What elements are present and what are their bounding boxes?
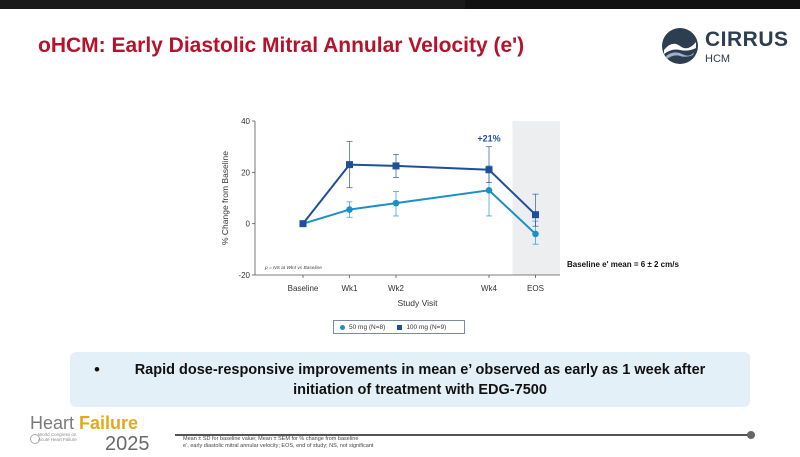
slide-title: oHCM: Early Diastolic Mitral Annular Vel… <box>38 34 525 57</box>
x-tick-label: Baseline <box>288 284 319 293</box>
y-tick-label: 20 <box>241 168 250 177</box>
y-tick-label: 0 <box>246 220 251 229</box>
series-line-1 <box>302 189 537 235</box>
x-axis-label: Study Visit <box>397 298 438 308</box>
series-line-2 <box>302 163 537 225</box>
x-tick-label: Wk4 <box>481 284 498 293</box>
chart: 40 20 0 -20 Baseline Wk1 Wk2 Wk4 EOS Study Visit%… <box>220 117 679 308</box>
hf-sub-line2: Acute Heart Failure <box>38 437 77 442</box>
eos-shaded-region <box>512 121 560 275</box>
y-tick-label: -20 <box>238 271 250 280</box>
y-axis-label: % Change from Baseline <box>220 151 230 245</box>
square-marker-icon <box>397 324 403 330</box>
hf-subtitle: World Congress on Acute Heart Failure <box>38 432 77 442</box>
x-tick-label: Wk1 <box>342 284 359 293</box>
legend-label-50mg: 50 mg (N=8) <box>349 323 386 331</box>
logo-sub: HCM <box>705 53 731 65</box>
baseline-note: Baseline e' mean = 6 ± 2 cm/s <box>567 260 679 269</box>
footnote-line2: e’, early diastolic mitral annular veloc… <box>183 443 374 449</box>
heart-failure-2025-logo: Heart Failure World Congress on Acute He… <box>30 413 180 457</box>
footnote: Mean ± SD for baseline value; Mean ± SEM… <box>183 436 373 450</box>
key-finding-box: • Rapid dose-responsive improvements in … <box>70 352 750 407</box>
hf-word-failure: Failure <box>79 413 139 433</box>
y-tick-label: 40 <box>241 117 250 126</box>
hf-globe-icon <box>30 434 40 444</box>
x-tick-label: EOS <box>527 284 544 293</box>
data-point-circle <box>485 187 493 194</box>
footnote-line1: Mean ± SD for baseline value; Mean ± SEM… <box>183 436 359 442</box>
ns-note: p = NS at Wk4 vs Baseline <box>264 265 322 271</box>
data-point-circle <box>392 199 400 207</box>
data-point-square <box>346 161 353 169</box>
data-point-square <box>392 162 400 170</box>
hf-year: 2025 <box>105 433 150 455</box>
circle-marker-icon <box>340 324 345 330</box>
bullet-icon: • <box>94 360 100 379</box>
data-point-circle <box>532 230 539 238</box>
legend-label-100mg: 100 mg (N=9) <box>406 323 447 331</box>
key-finding-text: Rapid dose-responsive improvements in me… <box>134 362 706 398</box>
data-point-square <box>299 220 307 228</box>
top-bar-segment <box>0 0 465 9</box>
hf-sub-line1: World Congress on <box>38 432 77 437</box>
hf-word-heart: Heart <box>30 413 80 433</box>
cirrus-emblem-icon <box>662 28 698 64</box>
cirrus-logo: CIRRUS HCM <box>660 26 790 68</box>
slide-progress-track[interactable] <box>175 434 755 436</box>
peak-annotation: +21% <box>477 134 500 144</box>
top-bar <box>0 0 800 9</box>
legend-item-100mg: 100 mg (N=9) <box>397 324 446 331</box>
logo-name: CIRRUS <box>705 28 789 51</box>
slide-progress-knob[interactable] <box>747 431 755 439</box>
x-tick-label: Wk2 <box>388 284 405 293</box>
data-point-square <box>485 166 493 174</box>
data-point-square <box>532 211 539 219</box>
chart-legend: 50 mg (N=8) 100 mg (N=9) <box>333 320 465 334</box>
legend-item-50mg: 50 mg (N=8) <box>340 324 385 331</box>
hf-wordmark: Heart Failure <box>30 413 138 434</box>
data-point-circle <box>346 206 353 213</box>
